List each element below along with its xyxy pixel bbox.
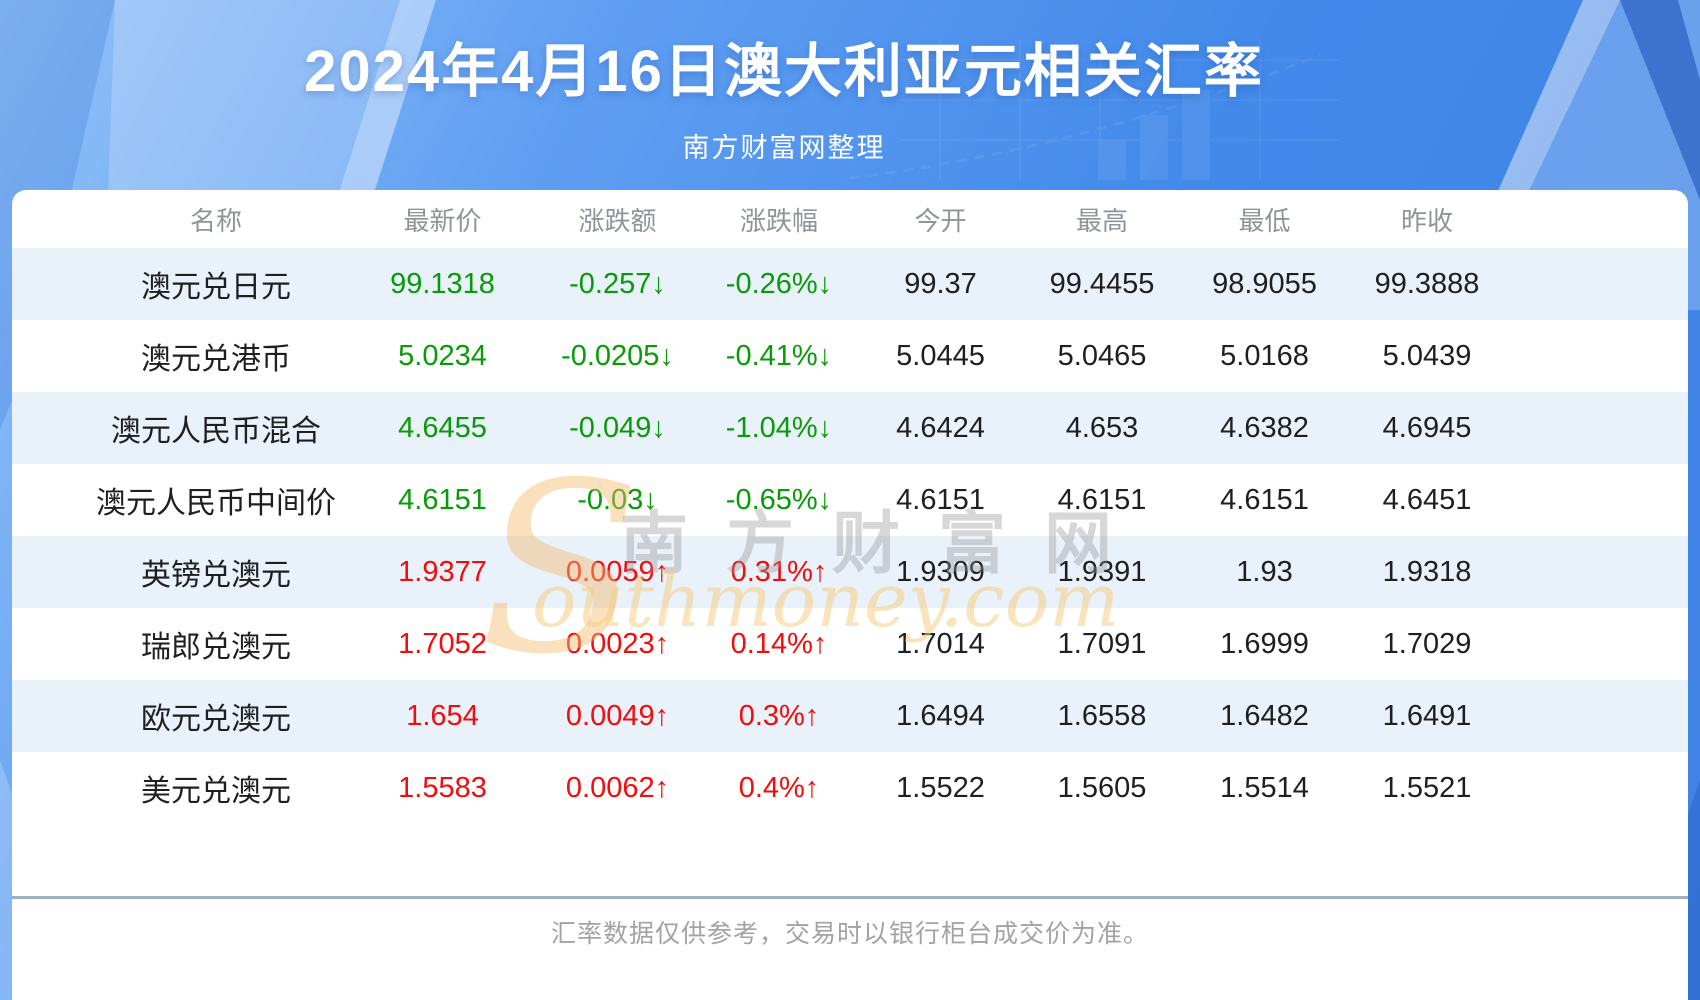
cell-low: 1.6999 xyxy=(1220,627,1309,660)
cell-high: 1.7091 xyxy=(1057,627,1147,660)
cell-latest-price: 4.6151 xyxy=(398,483,487,516)
cell-change-amount: 0.0059↑ xyxy=(565,555,670,588)
table-row: 欧元兑澳元 1.654 0.0049↑ 0.3%↑ 1.6494 1.6558 1.6482… xyxy=(12,680,1688,752)
column-header-2: 最新价 xyxy=(403,205,482,236)
cell-latest-price: 99.1318 xyxy=(390,267,495,300)
cell-prev-close: 1.6491 xyxy=(1382,699,1472,732)
banner-header: 2024年4月16日澳大利亚元相关汇率 南方财富网整理 xyxy=(0,0,1700,165)
cell-latest-price: 5.0234 xyxy=(398,339,487,372)
cell-high: 4.653 xyxy=(1065,411,1139,444)
cell-low: 4.6151 xyxy=(1220,483,1309,516)
table-row: 英镑兑澳元 1.9377 0.0059↑ 0.31%↑ 1.9309 1.9391 1.93… xyxy=(12,536,1688,608)
cell-low: 4.6382 xyxy=(1220,411,1309,444)
column-header-1: 名称 xyxy=(189,205,242,236)
column-header-4: 涨跌幅 xyxy=(739,205,818,236)
decor-bottom-left xyxy=(0,760,14,1000)
cell-latest-price: 1.9377 xyxy=(398,555,487,588)
table-body: 澳元兑日元 99.1318 -0.257↓ -0.26%↓ 99.37 99.4455 98… xyxy=(12,248,1688,824)
column-header-6: 最高 xyxy=(1075,205,1128,236)
cell-change-percent: 0.3%↑ xyxy=(738,699,820,732)
cell-change-amount: 0.0049↑ xyxy=(565,699,670,732)
cell-name: 澳元兑日元 xyxy=(141,271,291,304)
cell-name: 澳元人民币混合 xyxy=(111,415,321,448)
footer-note: 汇率数据仅供参考，交易时以银行柜台成交价为准。 xyxy=(550,920,1149,948)
cell-high: 1.6558 xyxy=(1057,699,1147,732)
cell-change-amount: -0.257↓ xyxy=(569,267,666,300)
cell-high: 1.9391 xyxy=(1057,555,1147,588)
page-subtitle: 南方财富网整理 xyxy=(682,133,886,163)
cell-prev-close: 1.5521 xyxy=(1382,771,1472,804)
cell-high: 5.0465 xyxy=(1057,339,1147,372)
cell-open: 1.9309 xyxy=(896,555,985,588)
cell-change-percent: 0.31%↑ xyxy=(730,555,828,588)
cell-change-percent: -0.65%↓ xyxy=(725,483,833,516)
cell-open: 4.6151 xyxy=(896,483,985,516)
page-title: 2024年4月16日澳大利亚元相关汇率 xyxy=(304,39,1264,104)
cell-prev-close: 4.6451 xyxy=(1382,483,1472,516)
cell-high: 99.4455 xyxy=(1049,267,1155,300)
cell-open: 1.6494 xyxy=(896,699,985,732)
cell-prev-close: 5.0439 xyxy=(1382,339,1472,372)
cell-prev-close: 1.9318 xyxy=(1382,555,1472,588)
cell-latest-price: 1.654 xyxy=(406,699,479,732)
cell-change-percent: -0.41%↓ xyxy=(725,339,833,372)
decor-chart-motif xyxy=(849,40,1340,180)
cell-low: 1.6482 xyxy=(1220,699,1309,732)
cell-change-amount: -0.03↓ xyxy=(577,483,658,516)
decor-bottom-right xyxy=(1686,780,1700,1000)
cell-change-amount: -0.049↓ xyxy=(569,411,666,444)
table-row: 澳元兑港币 5.0234 -0.0205↓ -0.41%↓ 5.0445 5.0465 5.… xyxy=(12,320,1688,392)
column-header-5: 今开 xyxy=(914,205,967,236)
cell-change-percent: -0.26%↓ xyxy=(725,267,833,300)
cell-low: 98.9055 xyxy=(1212,267,1317,300)
cell-open: 99.37 xyxy=(904,267,977,300)
table-row: 澳元人民币混合 4.6455 -0.049↓ -1.04%↓ 4.6424 4.653 4.… xyxy=(12,392,1688,464)
footer-divider xyxy=(12,896,1688,899)
cell-prev-close: 4.6945 xyxy=(1382,411,1472,444)
cell-low: 5.0168 xyxy=(1220,339,1309,372)
table-row: 瑞郎兑澳元 1.7052 0.0023↑ 0.14%↑ 1.7014 1.7091 1.69… xyxy=(12,608,1688,680)
cell-change-amount: 0.0023↑ xyxy=(565,627,670,660)
cell-prev-close: 99.3888 xyxy=(1374,267,1480,300)
cell-low: 1.93 xyxy=(1236,555,1293,588)
cell-name: 澳元人民币中间价 xyxy=(96,487,336,520)
cell-change-percent: 0.4%↑ xyxy=(738,771,820,804)
column-header-8: 昨收 xyxy=(1400,205,1453,236)
cell-open: 1.5522 xyxy=(896,771,985,804)
cell-latest-price: 1.7052 xyxy=(398,627,487,660)
cell-name: 澳元兑港币 xyxy=(141,343,291,376)
cell-low: 1.5514 xyxy=(1220,771,1309,804)
cell-latest-price: 4.6455 xyxy=(398,411,487,444)
column-header-7: 最低 xyxy=(1238,205,1291,236)
table-row: 美元兑澳元 1.5583 0.0062↑ 0.4%↑ 1.5522 1.5605 1.551… xyxy=(12,752,1688,824)
cell-name: 美元兑澳元 xyxy=(141,775,291,808)
cell-open: 1.7014 xyxy=(896,627,985,660)
cell-latest-price: 1.5583 xyxy=(398,771,487,804)
cell-high: 1.5605 xyxy=(1057,771,1147,804)
table-row: 澳元兑日元 99.1318 -0.257↓ -0.26%↓ 99.37 99.4455 98… xyxy=(12,248,1688,320)
cell-high: 4.6151 xyxy=(1057,483,1147,516)
table-header-row: 名称 最新价 涨跌额 涨跌幅 今开 最高 最低 昨收 xyxy=(12,190,1688,248)
cell-name: 欧元兑澳元 xyxy=(141,703,291,736)
cell-change-percent: -1.04%↓ xyxy=(725,411,833,444)
column-header-3: 涨跌额 xyxy=(578,205,657,236)
cell-change-amount: -0.0205↓ xyxy=(561,339,674,372)
decor-right-dark-band xyxy=(1620,0,1700,200)
cell-change-percent: 0.14%↑ xyxy=(730,627,828,660)
cell-open: 5.0445 xyxy=(896,339,985,372)
cell-name: 瑞郎兑澳元 xyxy=(141,631,291,664)
cell-name: 英镑兑澳元 xyxy=(141,559,291,592)
cell-prev-close: 1.7029 xyxy=(1382,627,1472,660)
cell-change-amount: 0.0062↑ xyxy=(565,771,670,804)
rates-card: 名称 最新价 涨跌额 涨跌幅 今开 最高 最低 昨收 澳元兑日元 99.1318 -0.257↓ -… xyxy=(12,190,1688,1000)
table-row: 澳元人民币中间价 4.6151 -0.03↓ -0.65%↓ 4.6151 4.6151 4… xyxy=(12,464,1688,536)
cell-open: 4.6424 xyxy=(896,411,985,444)
